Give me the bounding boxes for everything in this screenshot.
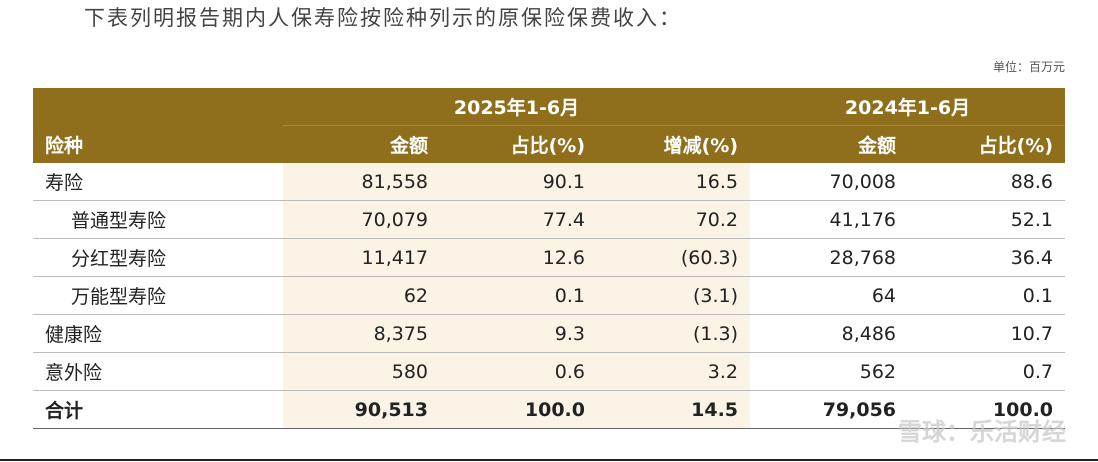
cell: 62	[283, 276, 440, 315]
cell: 16.5	[597, 163, 751, 201]
column-header: 占比(%)	[440, 125, 597, 163]
cell: 580	[283, 352, 440, 391]
cell: 9.3	[440, 314, 597, 353]
group-header: 2024年1-6月	[750, 88, 1066, 126]
cell: 41,176	[750, 200, 909, 239]
cell: (1.3)	[597, 314, 751, 353]
cell: 79,056	[750, 390, 909, 429]
cell: 70,008	[750, 163, 909, 201]
cell: 562	[750, 352, 909, 391]
unit-label: 单位：百万元	[992, 60, 1065, 74]
cell: 100.0	[440, 390, 597, 429]
cell: 8,375	[283, 314, 440, 353]
row-label: 万能型寿险	[33, 276, 283, 315]
watermark: 雪球：乐活财经	[898, 418, 1066, 446]
intro-text: 下表列明报告期内人保寿险按险种列示的原保险保费收入：	[84, 6, 682, 30]
table-row: 普通型寿险 70,079 77.4 70.2 41,176 52.1	[33, 200, 1066, 239]
row-label: 分红型寿险	[33, 238, 283, 277]
cell: 64	[750, 276, 909, 315]
column-header: 金额	[283, 125, 440, 163]
cell: 77.4	[440, 200, 597, 239]
cell: 0.1	[908, 276, 1066, 315]
table-header: 2025年1-6月 2024年1-6月 险种 金额 占比(%) 增减(%) 金额 占比(%)	[33, 88, 1066, 163]
row-label: 合计	[33, 390, 283, 429]
row-label: 健康险	[33, 314, 283, 353]
table-row: 健康险 8,375 9.3 (1.3) 8,486 10.7	[33, 314, 1066, 353]
group-row: 2025年1-6月 2024年1-6月	[33, 88, 1066, 126]
cell: 10.7	[908, 314, 1066, 353]
table-row: 万能型寿险 62 0.1 (3.1) 64 0.1	[33, 276, 1066, 315]
table-row: 寿险 81,558 90.1 16.5 70,008 88.6	[33, 163, 1066, 201]
cell: 11,417	[283, 238, 440, 277]
cell: 81,558	[283, 163, 440, 201]
row-label: 寿险	[33, 163, 283, 201]
cell: 36.4	[908, 238, 1066, 277]
table-body: 寿险 81,558 90.1 16.5 70,008 88.6 普通型寿险 70,079 77.…	[33, 163, 1066, 429]
column-header: 增减(%)	[597, 125, 751, 163]
row-label: 普通型寿险	[33, 200, 283, 239]
group-header: 2025年1-6月	[283, 88, 751, 126]
cell: 14.5	[597, 390, 751, 429]
cell: (60.3)	[597, 238, 751, 277]
cell: 0.7	[908, 352, 1066, 391]
cell: 52.1	[908, 200, 1066, 239]
header-cell	[33, 88, 283, 126]
column-header: 险种	[33, 125, 283, 163]
cell: 0.6	[440, 352, 597, 391]
table-row: 合计 90,513 100.0 14.5 79,056 100.0	[33, 390, 1066, 429]
cell: (3.1)	[597, 276, 751, 315]
cell: 3.2	[597, 352, 751, 391]
cell: 12.6	[440, 238, 597, 277]
column-row: 险种 金额 占比(%) 增减(%) 金额 占比(%)	[33, 125, 1066, 163]
cell: 90,513	[283, 390, 440, 429]
cell: 70,079	[283, 200, 440, 239]
cell: 0.1	[440, 276, 597, 315]
column-header: 占比(%)	[908, 125, 1066, 163]
premium-table: 2025年1-6月 2024年1-6月 险种 金额 占比(%) 增减(%) 金额 占比(%) …	[33, 88, 1066, 429]
cell: 100.0	[908, 390, 1066, 429]
bottom-rule	[0, 459, 1098, 461]
cell: 90.1	[440, 163, 597, 201]
cell: 8,486	[750, 314, 909, 353]
cell: 28,768	[750, 238, 909, 277]
cell: 88.6	[908, 163, 1066, 201]
row-label: 意外险	[33, 352, 283, 391]
table-row: 分红型寿险 11,417 12.6 (60.3) 28,768 36.4	[33, 238, 1066, 277]
cell: 70.2	[597, 200, 751, 239]
column-header: 金额	[750, 125, 909, 163]
table-row: 意外险 580 0.6 3.2 562 0.7	[33, 352, 1066, 391]
